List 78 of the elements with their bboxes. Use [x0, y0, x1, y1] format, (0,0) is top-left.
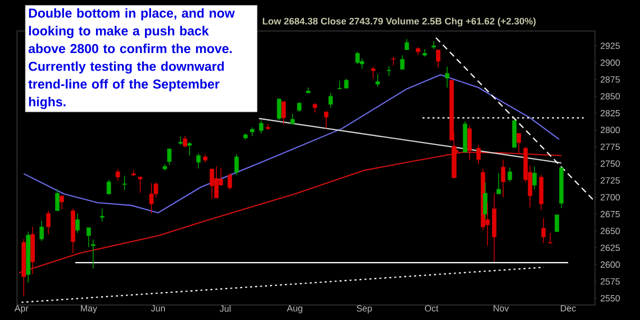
line-series	[23, 74, 560, 214]
candlestick	[454, 146, 458, 178]
candlestick	[391, 56, 396, 66]
y-tick-label: 2775	[600, 144, 620, 150]
candlestick	[259, 120, 264, 134]
candlestick	[344, 78, 349, 89]
x-tick-label: Dec	[560, 305, 576, 312]
candlestick	[276, 98, 282, 120]
candlestick	[371, 66, 376, 80]
candlestick	[187, 142, 192, 156]
y-tick-label: 2900	[600, 59, 620, 66]
candlestick	[337, 80, 342, 90]
candlestick	[386, 66, 392, 77]
annotation: Double bottom in place, and now looking to make a push back above 2800 to confirm the move. Currently testing the downward trend-line off of the September highs.	[28, 8, 235, 109]
candlestick	[400, 54, 405, 70]
y-tick-label: 2700	[600, 194, 620, 200]
candlestick	[86, 227, 91, 248]
candlestick	[149, 182, 154, 214]
candlestick	[541, 218, 546, 244]
x-tick-label: Aug	[286, 305, 302, 314]
y-tick-label: 2875	[600, 76, 620, 83]
candlestick	[281, 100, 286, 125]
candlestick	[234, 154, 239, 176]
candlestick	[55, 188, 60, 212]
candlestick	[508, 167, 512, 182]
candlestick	[122, 175, 127, 190]
line-series	[18, 152, 562, 274]
candlestick	[100, 208, 104, 222]
x-tick-label: Nov	[494, 305, 509, 312]
candlestick	[60, 194, 64, 210]
x-tick-label: Oct	[424, 305, 438, 312]
y-tick-label: 2675	[600, 210, 620, 218]
candlestick	[328, 92, 333, 108]
candlestick	[182, 136, 188, 148]
y-tick-label: 2750	[600, 160, 620, 167]
candlestick	[228, 172, 232, 190]
candlestick	[167, 148, 172, 166]
candlestick	[554, 214, 560, 232]
candlestick	[500, 159, 506, 198]
candlestick	[75, 213, 80, 234]
candlestick	[39, 220, 44, 242]
y-tick-label: 2600	[600, 261, 620, 268]
candlestick	[196, 153, 201, 169]
candlestick	[290, 113, 295, 125]
x-tick-label: Jul	[220, 305, 230, 312]
candlestick	[312, 102, 318, 113]
candlestick	[376, 74, 380, 88]
candlestick	[106, 179, 112, 195]
x-tick-label: Sep	[356, 305, 372, 314]
y-tick-label: 2625	[600, 244, 620, 251]
y-tick-label: 2850	[600, 93, 620, 100]
candlestick	[178, 136, 183, 146]
candlestick	[516, 132, 522, 155]
candlestick	[116, 168, 120, 181]
candlestick	[46, 210, 51, 235]
candlestick	[532, 166, 537, 190]
candlestick	[476, 144, 481, 165]
x-tick-label: May	[80, 305, 98, 314]
candlestick	[138, 176, 142, 193]
candlestick	[404, 38, 409, 50]
candlestick	[444, 66, 450, 88]
y-tick-label: 2925	[600, 42, 620, 49]
candlestick	[210, 168, 214, 200]
candlestick	[436, 49, 440, 68]
y-tick-label: 2725	[600, 177, 620, 184]
y-tick-label: 2650	[600, 228, 620, 234]
candlestick	[467, 124, 472, 161]
text: Low 2684.38 Close 2743.79 Volume 2.5B Chg +61.62 (+2.30%)	[262, 18, 536, 26]
candlestick	[496, 172, 501, 194]
candlestick	[324, 111, 328, 130]
y-tick-label: 2800	[600, 126, 620, 134]
y-tick-label: 2550	[600, 295, 620, 302]
y-tick-label: 2825	[600, 110, 620, 116]
candlestick	[91, 239, 96, 270]
y-tick-label: 2575	[600, 278, 620, 285]
candlestick	[483, 182, 488, 220]
x-tick-label: Apr	[14, 305, 28, 314]
x-tick-label: Jun	[151, 305, 165, 312]
